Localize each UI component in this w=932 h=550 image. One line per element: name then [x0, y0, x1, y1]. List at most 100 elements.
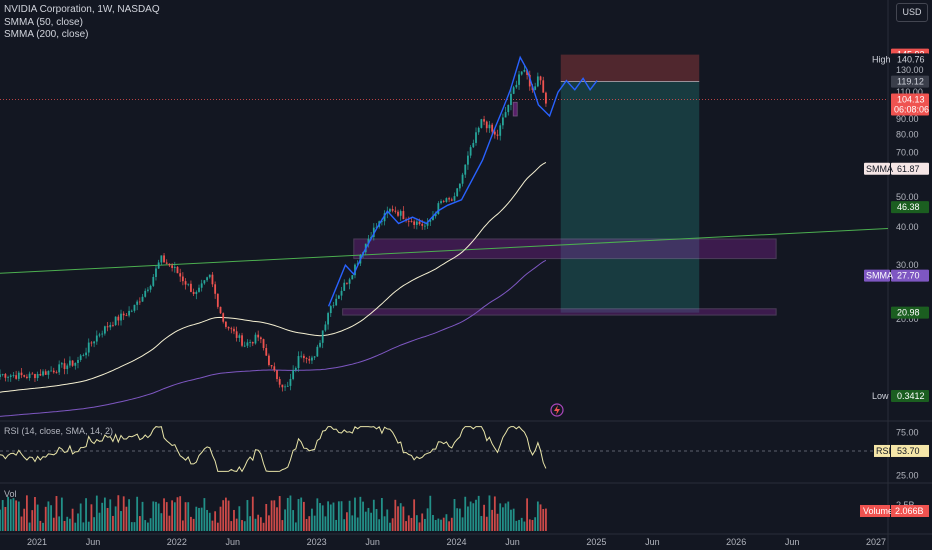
- candle-body: [155, 268, 157, 277]
- volume-bar: [36, 504, 39, 531]
- volume-bar: [421, 513, 424, 531]
- price-tag: [891, 269, 929, 282]
- time-tick-label: 2025: [586, 537, 606, 547]
- candle-body: [480, 119, 483, 128]
- candle-body: [348, 279, 351, 284]
- candle-body: [432, 216, 434, 221]
- volume-bar: [71, 508, 74, 531]
- volume-bar: [55, 496, 58, 531]
- candle-body: [31, 373, 34, 375]
- volume-bar: [52, 517, 55, 531]
- volume-bar: [273, 500, 276, 531]
- time-tick-label: Jun: [785, 537, 800, 547]
- candle-body: [230, 328, 233, 330]
- volume-bar: [203, 498, 206, 531]
- candle-body: [499, 125, 502, 136]
- candle-body: [120, 313, 122, 321]
- volume-bar: [507, 501, 510, 531]
- volume-bar: [50, 505, 52, 531]
- volume-bar: [157, 503, 160, 531]
- volume-bar: [235, 518, 238, 531]
- candle-body: [23, 375, 26, 377]
- candle-body: [329, 306, 332, 314]
- volume-bar: [20, 516, 23, 531]
- price-tick-label: 50.00: [896, 192, 919, 202]
- volume-bar: [340, 501, 343, 531]
- volume-bar: [187, 502, 190, 531]
- candle-body: [475, 132, 477, 143]
- volume-bar: [163, 498, 165, 531]
- rsi-legend: RSI (14, close, SMA, 14, 2): [4, 426, 113, 436]
- candle-body: [192, 291, 195, 295]
- volume-bar: [85, 498, 87, 531]
- volume-bar: [359, 496, 362, 531]
- time-tick-label: 2021: [27, 537, 47, 547]
- volume-bar: [512, 508, 515, 531]
- candle-body: [168, 263, 171, 266]
- volume-bar: [122, 496, 125, 531]
- candle-body: [160, 255, 163, 263]
- candle-body: [114, 316, 117, 326]
- time-tick-label: 2027: [866, 537, 886, 547]
- currency-button[interactable]: USD: [896, 3, 928, 22]
- candle-body: [440, 201, 442, 204]
- volume-bar: [181, 520, 184, 531]
- time-tick-label: Jun: [226, 537, 241, 547]
- volume-bar: [176, 497, 179, 531]
- volume-bar: [493, 496, 496, 531]
- volume-bar: [28, 522, 31, 531]
- volume-bar: [243, 521, 246, 531]
- price-tag-label: 46.38: [897, 202, 920, 212]
- volume-bar: [483, 504, 485, 531]
- volume-bar: [324, 516, 327, 531]
- volume-bar: [15, 500, 18, 531]
- candle-body: [198, 287, 200, 292]
- candle-body: [147, 289, 149, 291]
- volume-bar: [257, 514, 260, 531]
- candle-body: [512, 87, 515, 94]
- candle-body: [507, 104, 510, 113]
- time-tick-label: 2023: [307, 537, 327, 547]
- candle-body: [87, 342, 90, 353]
- volume-bar: [450, 517, 453, 531]
- candle-body: [332, 305, 335, 307]
- price-tag-prefix: SMMA: [866, 271, 893, 281]
- volume-tag-value: 2.066B: [895, 506, 924, 516]
- candle-body: [399, 211, 402, 216]
- volume-bar: [399, 503, 402, 531]
- price-tick-label: 70.00: [896, 147, 919, 157]
- volume-bar: [192, 518, 195, 531]
- volume-bar: [300, 497, 303, 531]
- volume-bar: [268, 515, 270, 531]
- volume-bar: [545, 508, 547, 531]
- candle-body: [297, 356, 300, 369]
- volume-bar: [138, 516, 141, 531]
- volume-bar: [289, 495, 292, 531]
- time-tick-label: Jun: [645, 537, 660, 547]
- candles: [0, 65, 547, 392]
- time-tick-label: 2026: [726, 537, 746, 547]
- volume-bar: [147, 522, 149, 531]
- candle-body: [461, 174, 464, 184]
- candle-body: [539, 76, 542, 81]
- price-tag: [891, 53, 929, 66]
- volume-bar: [265, 503, 268, 531]
- candle-body: [515, 84, 518, 88]
- price-tag: [891, 75, 929, 88]
- candle-body: [74, 362, 77, 366]
- volume-bar: [337, 501, 340, 531]
- volume-bar: [308, 516, 311, 531]
- smma200-legend: SMMA (200, close): [4, 29, 89, 40]
- volume-bar: [397, 506, 399, 531]
- candle-body: [77, 359, 79, 363]
- volume-bar: [208, 512, 211, 531]
- candle-body: [136, 301, 139, 305]
- candle-body: [128, 310, 130, 316]
- volume-bar: [117, 495, 120, 531]
- volume-bar: [362, 501, 364, 531]
- candle-body: [20, 372, 23, 376]
- volume-bar: [133, 522, 136, 531]
- volume-bar: [520, 517, 523, 531]
- candle-body: [238, 335, 241, 338]
